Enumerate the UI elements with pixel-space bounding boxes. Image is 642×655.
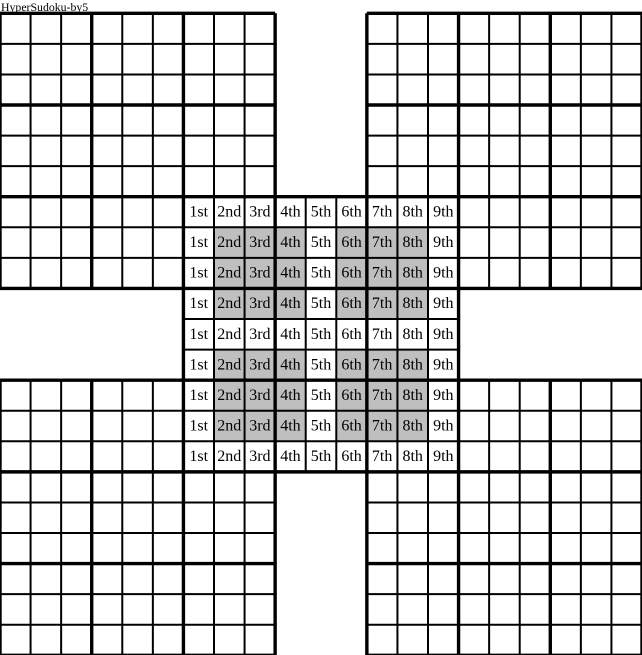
svg-text:3rd: 3rd: [249, 356, 270, 373]
svg-text:2nd: 2nd: [217, 204, 241, 221]
svg-text:7th: 7th: [372, 234, 392, 251]
svg-text:2nd: 2nd: [217, 295, 241, 312]
svg-text:9th: 9th: [433, 448, 453, 465]
svg-text:1st: 1st: [189, 204, 208, 221]
svg-text:7th: 7th: [372, 356, 392, 373]
svg-text:2nd: 2nd: [217, 387, 241, 404]
svg-text:9th: 9th: [433, 265, 453, 282]
svg-text:3rd: 3rd: [249, 265, 270, 282]
svg-text:4th: 4th: [280, 265, 300, 282]
svg-text:8th: 8th: [402, 448, 422, 465]
svg-text:4th: 4th: [280, 295, 300, 312]
svg-text:1st: 1st: [189, 326, 208, 343]
svg-text:3rd: 3rd: [249, 234, 270, 251]
svg-text:9th: 9th: [433, 234, 453, 251]
svg-text:7th: 7th: [372, 265, 392, 282]
svg-text:5th: 5th: [311, 418, 331, 435]
svg-text:3rd: 3rd: [249, 326, 270, 343]
svg-text:8th: 8th: [402, 387, 422, 404]
svg-text:1st: 1st: [189, 295, 208, 312]
svg-text:7th: 7th: [372, 448, 392, 465]
svg-text:2nd: 2nd: [217, 448, 241, 465]
svg-text:6th: 6th: [341, 234, 361, 251]
svg-text:3rd: 3rd: [249, 387, 270, 404]
svg-text:8th: 8th: [402, 204, 422, 221]
svg-text:1st: 1st: [189, 387, 208, 404]
svg-text:2nd: 2nd: [217, 418, 241, 435]
svg-text:4th: 4th: [280, 356, 300, 373]
svg-text:6th: 6th: [341, 204, 361, 221]
svg-text:9th: 9th: [433, 418, 453, 435]
svg-text:8th: 8th: [402, 265, 422, 282]
svg-text:6th: 6th: [341, 418, 361, 435]
svg-text:7th: 7th: [372, 326, 392, 343]
svg-text:8th: 8th: [402, 356, 422, 373]
svg-text:2nd: 2nd: [217, 326, 241, 343]
svg-text:3rd: 3rd: [249, 418, 270, 435]
svg-text:9th: 9th: [433, 387, 453, 404]
svg-text:7th: 7th: [372, 387, 392, 404]
svg-text:4th: 4th: [280, 326, 300, 343]
svg-text:4th: 4th: [280, 234, 300, 251]
svg-text:6th: 6th: [341, 356, 361, 373]
svg-text:2nd: 2nd: [217, 265, 241, 282]
svg-text:7th: 7th: [372, 295, 392, 312]
svg-text:5th: 5th: [311, 387, 331, 404]
svg-text:9th: 9th: [433, 356, 453, 373]
svg-text:1st: 1st: [189, 418, 208, 435]
svg-text:5th: 5th: [311, 204, 331, 221]
svg-text:5th: 5th: [311, 448, 331, 465]
svg-text:2nd: 2nd: [217, 356, 241, 373]
svg-text:1st: 1st: [189, 356, 208, 373]
svg-text:6th: 6th: [341, 448, 361, 465]
svg-text:5th: 5th: [311, 265, 331, 282]
svg-text:1st: 1st: [189, 265, 208, 282]
svg-text:6th: 6th: [341, 326, 361, 343]
svg-text:7th: 7th: [372, 418, 392, 435]
svg-text:4th: 4th: [280, 448, 300, 465]
svg-text:3rd: 3rd: [249, 295, 270, 312]
svg-text:3rd: 3rd: [249, 204, 270, 221]
svg-text:3rd: 3rd: [249, 448, 270, 465]
svg-text:1st: 1st: [189, 234, 208, 251]
svg-text:6th: 6th: [341, 387, 361, 404]
svg-text:2nd: 2nd: [217, 234, 241, 251]
svg-text:8th: 8th: [402, 234, 422, 251]
svg-text:9th: 9th: [433, 326, 453, 343]
svg-text:5th: 5th: [311, 356, 331, 373]
svg-text:5th: 5th: [311, 326, 331, 343]
svg-text:7th: 7th: [372, 204, 392, 221]
svg-text:8th: 8th: [402, 295, 422, 312]
svg-text:4th: 4th: [280, 387, 300, 404]
svg-text:8th: 8th: [402, 418, 422, 435]
svg-text:6th: 6th: [341, 295, 361, 312]
svg-text:5th: 5th: [311, 234, 331, 251]
svg-text:9th: 9th: [433, 295, 453, 312]
svg-text:1st: 1st: [189, 448, 208, 465]
svg-text:9th: 9th: [433, 204, 453, 221]
svg-text:4th: 4th: [280, 418, 300, 435]
svg-text:8th: 8th: [402, 326, 422, 343]
svg-text:5th: 5th: [311, 295, 331, 312]
svg-text:6th: 6th: [341, 265, 361, 282]
svg-text:4th: 4th: [280, 204, 300, 221]
